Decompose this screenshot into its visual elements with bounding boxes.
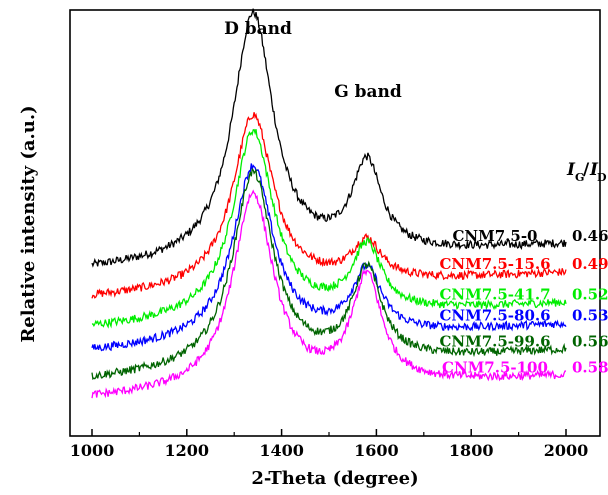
series-ratio-label: 0.46 bbox=[572, 227, 608, 245]
ratio-header-sub-d: D bbox=[597, 171, 607, 184]
series-name-label: CNM7.5-80.6 bbox=[439, 307, 550, 325]
ratio-header-sub-g: G bbox=[575, 171, 584, 184]
x-tick-label: 1800 bbox=[449, 441, 494, 460]
spectra-group bbox=[91, 8, 567, 399]
series-name-label: CNM7.5-15.6 bbox=[439, 255, 550, 273]
series-ratio-label: 0.58 bbox=[572, 358, 608, 376]
plot-frame bbox=[69, 9, 601, 437]
spectrum-line bbox=[91, 112, 567, 299]
x-tick-label: 1400 bbox=[259, 441, 304, 460]
ratio-header: I G / I D bbox=[566, 160, 607, 184]
series-name-label: CNM7.5-41.7 bbox=[439, 286, 550, 304]
series-labels: CNM7.5-0 0.46 CNM7.5-15.6 0.49 CNM7.5-41.7 0.… bbox=[439, 227, 608, 377]
spectrum-line bbox=[91, 128, 567, 329]
series-ratio-label: 0.52 bbox=[572, 286, 608, 304]
d-band-label: D band bbox=[224, 19, 292, 39]
ratio-header-i2: I bbox=[589, 160, 599, 180]
spectrum-line bbox=[91, 163, 567, 352]
x-tick-label: 2000 bbox=[544, 441, 589, 460]
x-tick-label: 1200 bbox=[165, 441, 210, 460]
series-name-label: CNM7.5-0 bbox=[452, 227, 537, 245]
y-axis-title: Relative intensity (a.u.) bbox=[18, 105, 39, 342]
series-ratio-label: 0.56 bbox=[572, 333, 608, 351]
series-name-label: CNM7.5-99.6 bbox=[439, 333, 550, 351]
spectrum-line bbox=[91, 189, 567, 399]
series-ratio-label: 0.53 bbox=[572, 307, 608, 325]
ratio-header-i: I bbox=[566, 160, 576, 180]
ratio-header-slash: / bbox=[583, 160, 590, 180]
x-tick-label: 1600 bbox=[354, 441, 399, 460]
series-name-label: CNM7.5-100 bbox=[442, 358, 548, 376]
x-tick-label: 1000 bbox=[70, 441, 115, 460]
x-ticks: 1000 1200 1400 1600 1800 2000 bbox=[70, 429, 589, 460]
spectrum-line bbox=[91, 8, 567, 268]
series-ratio-label: 0.49 bbox=[572, 255, 608, 273]
x-axis-title: 2-Theta (degree) bbox=[251, 468, 418, 489]
g-band-label: G band bbox=[334, 82, 402, 102]
spectrum-line bbox=[91, 167, 567, 381]
